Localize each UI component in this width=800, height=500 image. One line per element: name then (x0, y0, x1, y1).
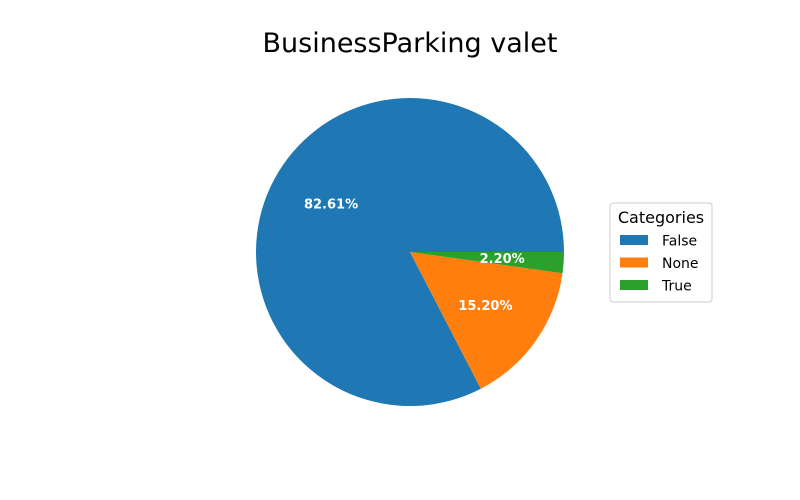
pie-percent-labels: 82.61% 15.20% 2.20% (304, 197, 525, 313)
pie-label-true: 2.20% (480, 252, 525, 267)
legend-swatch-none (620, 257, 648, 268)
legend: Categories False None True (609, 202, 713, 303)
pie-slice-none (410, 252, 563, 389)
chart-title: BusinessParking valet (263, 28, 558, 59)
legend-swatch-true (620, 280, 648, 290)
legend-label-true: True (661, 279, 692, 295)
pie-slice-true (410, 252, 564, 274)
legend-frame (609, 202, 713, 303)
pie-label-false: 82.61% (304, 197, 358, 212)
legend-label-false: False (662, 234, 697, 250)
legend-label-none: None (662, 256, 699, 272)
pie-slices (256, 98, 564, 406)
legend-title: Categories (618, 208, 704, 227)
pie-label-none: 15.20% (458, 299, 512, 314)
legend-swatch-false (620, 235, 648, 245)
legend-items: False None True (620, 234, 699, 295)
